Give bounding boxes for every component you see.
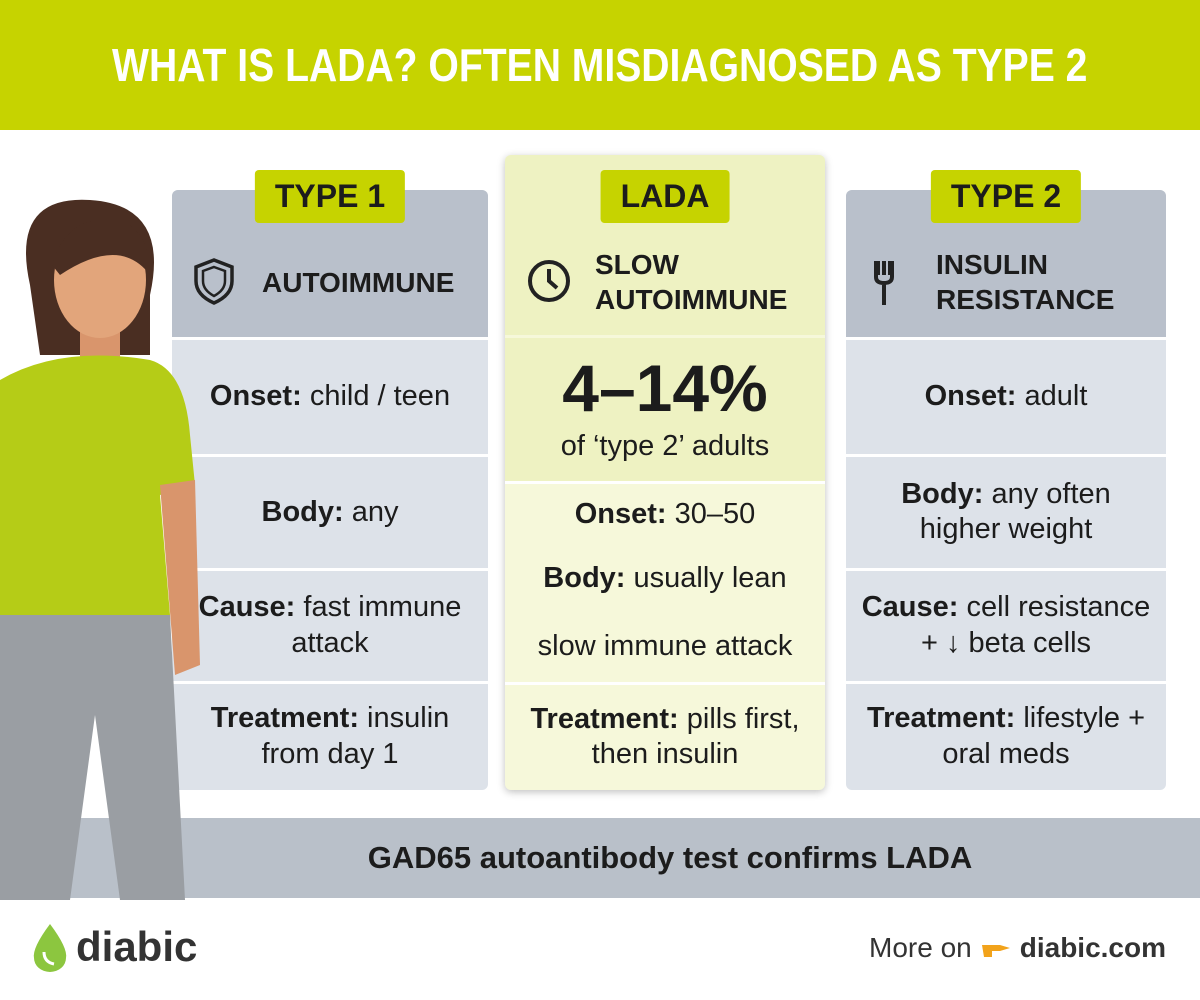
row-cell: Onset: 30–50 bbox=[505, 481, 825, 545]
column-tag: LADA bbox=[600, 170, 730, 223]
row-label: Cause: bbox=[861, 591, 959, 624]
footer-link[interactable]: More on diabic.com bbox=[869, 932, 1166, 964]
stat-cell: 4–14% of ‘type 2’ adults bbox=[505, 338, 825, 482]
row-value: child / teen bbox=[309, 380, 451, 413]
column-header: LADA SLOW AUTOIMMUNE bbox=[505, 155, 825, 336]
row-label: Onset: bbox=[574, 498, 667, 531]
column-subtitle-row: SLOW AUTOIMMUNE bbox=[525, 232, 815, 332]
row-value: adult bbox=[1024, 380, 1088, 413]
row-cell: Body: any often higher weight bbox=[846, 453, 1166, 568]
row-cell: Treatment: lifestyle + oral meds bbox=[846, 680, 1166, 790]
row-label: Treatment: bbox=[866, 702, 1016, 735]
row-value: any bbox=[351, 495, 399, 528]
column: TYPE 2 INSULIN RESISTANCE Onset: adult Body… bbox=[846, 170, 1166, 790]
row-cell: Cause: cell resistance + ↓ beta cells bbox=[846, 568, 1166, 680]
row-value: lifestyle + oral meds bbox=[942, 702, 1146, 770]
row-text: Cause: cell resistance + ↓ beta cells bbox=[858, 590, 1154, 661]
brand: diabic bbox=[30, 922, 197, 972]
link-prefix: More on bbox=[869, 932, 972, 963]
row-label: Body: bbox=[261, 495, 344, 528]
logo-drop bbox=[33, 924, 67, 972]
row-label: Cause: bbox=[198, 591, 296, 624]
row-label: Treatment: bbox=[530, 702, 679, 735]
row-value: insulin from day 1 bbox=[261, 702, 450, 770]
column-subtitle: SLOW AUTOIMMUNE bbox=[595, 249, 788, 315]
person-illustration bbox=[0, 199, 200, 900]
row-text: Onset: adult bbox=[925, 379, 1088, 414]
row-text: Body: any bbox=[262, 495, 399, 530]
column-subtitle-row: INSULIN RESISTANCE bbox=[866, 232, 1156, 332]
banner: GAD65 autoantibody test confirms LADA bbox=[0, 818, 1200, 898]
row-cell: Body: usually lean bbox=[505, 545, 825, 609]
row-value: usually lean bbox=[633, 562, 787, 595]
row-text: Treatment: lifestyle + oral meds bbox=[858, 701, 1154, 772]
row-label: Body: bbox=[901, 478, 984, 511]
row-value: cell resistance + ↓ beta cells bbox=[920, 591, 1151, 659]
column-header: TYPE 2 INSULIN RESISTANCE bbox=[846, 170, 1166, 338]
row-cell: Cause: fast immune attack bbox=[172, 568, 488, 680]
column: LADA SLOW AUTOIMMUNE 4–14% of ‘type 2’ adul… bbox=[505, 155, 825, 790]
row-value: slow immune attack bbox=[537, 630, 793, 663]
row-label: Body: bbox=[543, 562, 626, 595]
row-text: Body: usually lean bbox=[543, 561, 786, 596]
row-cell: Onset: adult bbox=[846, 337, 1166, 453]
column: TYPE 1 AUTOIMMUNE Onset: child / teen Body:… bbox=[172, 170, 488, 790]
column-tag: TYPE 2 bbox=[930, 170, 1082, 223]
column-tag: TYPE 1 bbox=[254, 170, 406, 223]
column-subtitle: AUTOIMMUNE bbox=[262, 266, 455, 298]
icon bbox=[194, 258, 234, 305]
title: WHAT IS LADA? OFTEN MISDIAGNOSED AS TYPE… bbox=[112, 39, 1088, 91]
row-text: slow immune attack bbox=[538, 629, 793, 664]
row-text: Onset: 30–50 bbox=[575, 497, 756, 532]
link: diabic.com bbox=[1019, 932, 1166, 963]
column-header: TYPE 1 AUTOIMMUNE bbox=[172, 170, 488, 338]
row-text: Body: any often higher weight bbox=[858, 477, 1154, 548]
icon bbox=[874, 261, 894, 305]
row-text: Treatment: insulin from day 1 bbox=[184, 701, 476, 772]
row-cell: Treatment: insulin from day 1 bbox=[172, 680, 488, 790]
row-text: Onset: child / teen bbox=[210, 379, 450, 414]
row-cell: Body: any bbox=[172, 453, 488, 568]
header: WHAT IS LADA? OFTEN MISDIAGNOSED AS TYPE… bbox=[0, 0, 1200, 130]
row-label: Treatment: bbox=[210, 702, 359, 735]
column-subtitle-row: AUTOIMMUNE bbox=[192, 232, 478, 332]
row-text: Cause: fast immune attack bbox=[184, 590, 476, 661]
stat: 4–14% bbox=[562, 351, 768, 426]
row-text: Treatment: pills first, then insulin bbox=[517, 702, 813, 773]
row-value: 30–50 bbox=[674, 498, 756, 531]
brand-name: diabic bbox=[76, 923, 198, 970]
row-label: Onset: bbox=[209, 380, 302, 413]
pointer-icon bbox=[981, 945, 1010, 957]
row-value: pills first, then insulin bbox=[591, 702, 800, 771]
icon bbox=[528, 260, 570, 302]
row-value: any often higher weight bbox=[919, 478, 1111, 546]
row-label: Onset: bbox=[924, 380, 1017, 413]
column-subtitle: INSULIN RESISTANCE bbox=[936, 249, 1115, 315]
row-cell: slow immune attack bbox=[505, 610, 825, 682]
stat-caption: of ‘type 2’ adults bbox=[560, 430, 770, 463]
row-cell: Treatment: pills first, then insulin bbox=[505, 681, 825, 790]
row-cell: Onset: child / teen bbox=[172, 337, 488, 453]
row-value: fast immune attack bbox=[291, 591, 462, 659]
